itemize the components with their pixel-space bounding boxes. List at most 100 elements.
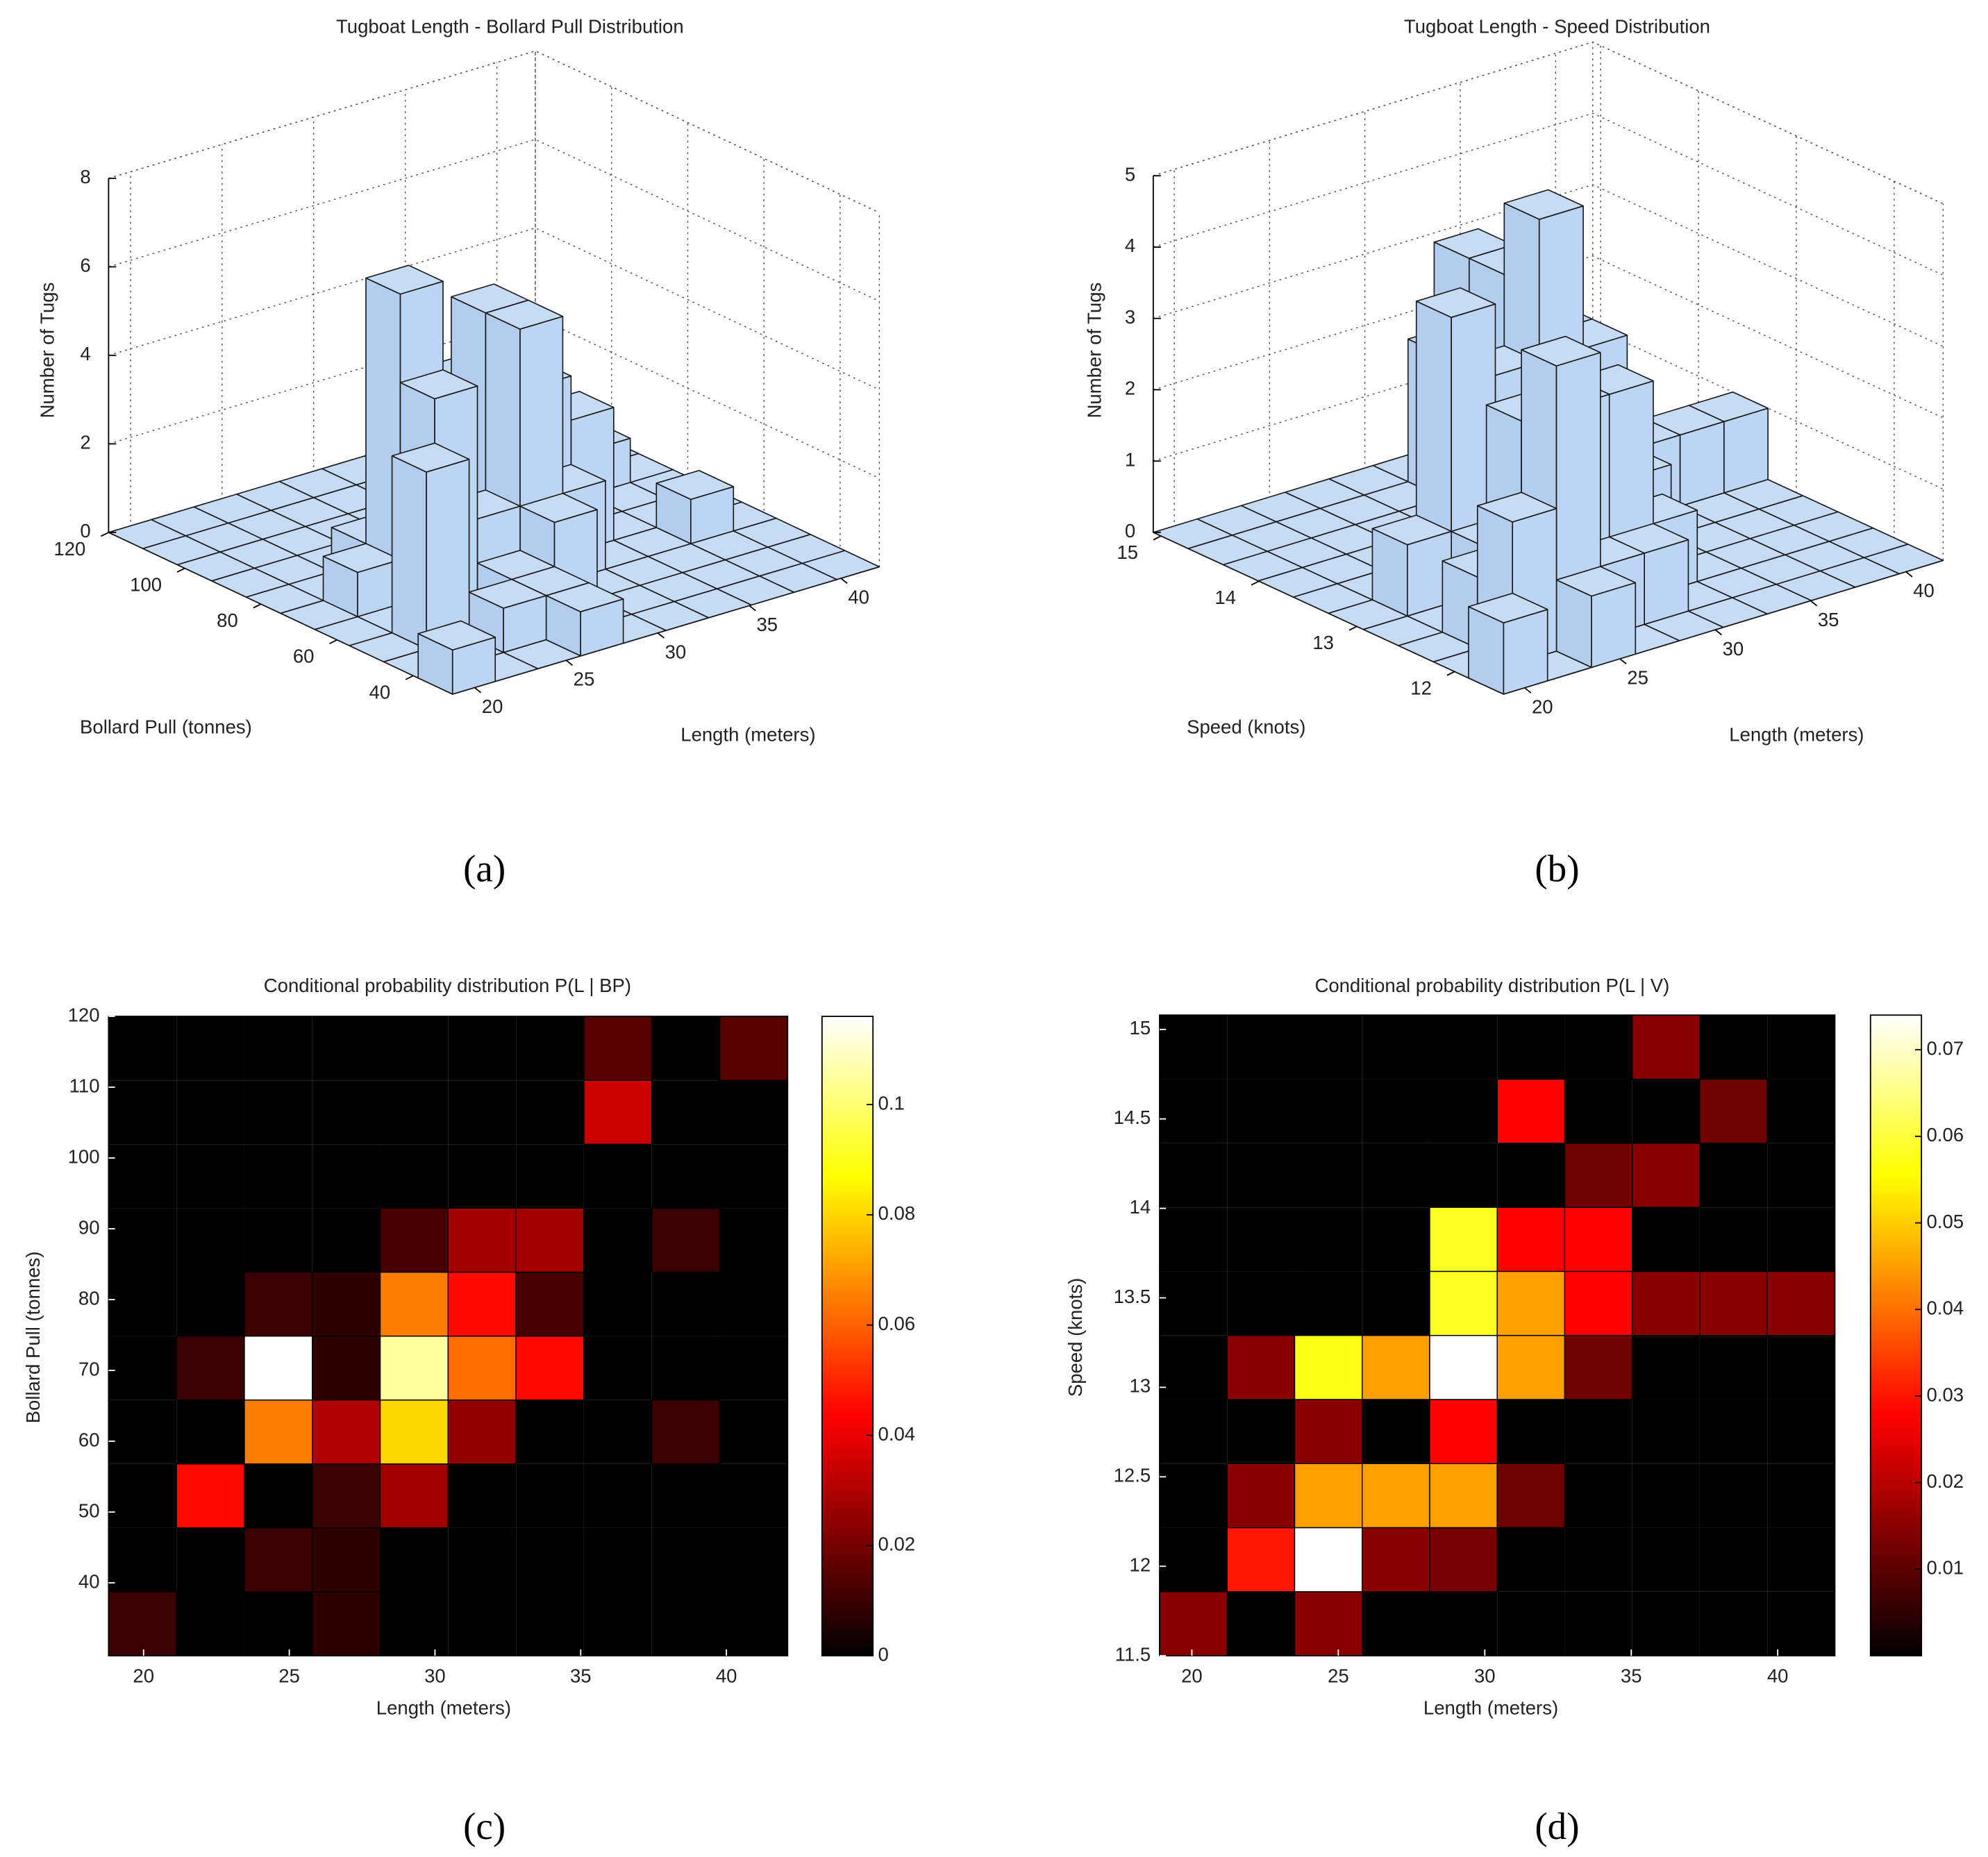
heat-cell [244,1144,312,1209]
y-tick [405,675,414,680]
colorbar-tick-label: 0.04 [878,1423,916,1445]
heat-cell [1226,1334,1296,1400]
y-tick-label: 15 [1130,1017,1151,1039]
heat-cell [379,1463,449,1529]
heat-cell [1564,1207,1633,1272]
heat-cell [244,1463,312,1528]
heat-cell [1496,1463,1566,1529]
heat-cell [1631,1143,1701,1208]
heat-cell [448,1016,517,1081]
x-tick [1619,658,1627,664]
heat-cell [448,1144,517,1209]
grid-line [1153,255,1944,419]
heat-cell [651,1207,721,1273]
heat-cell [1429,1399,1498,1464]
y-tick [1153,535,1162,541]
x-tick [1714,629,1722,636]
y-tick-label: 13.5 [1114,1286,1151,1307]
z-axis-label: Number of Tugs [1084,283,1105,419]
x-tick-label: 25 [574,669,595,690]
y-tick-label: 12 [1410,677,1432,698]
heat-cell [719,1144,788,1209]
heat-cell [1497,1527,1565,1592]
heat-cell [244,1208,312,1272]
chart-title: Tugboat Length - Speed Distribution [1404,16,1710,37]
bar-top [485,299,564,330]
bar-top [468,578,547,609]
chart-title: Tugboat Length - Bollard Pull Distributi… [336,16,684,37]
heat-cell [1362,1399,1430,1464]
heat-cell [516,1592,584,1656]
bar-top [1476,491,1557,523]
heat-cell [583,1336,652,1400]
x-tick-label: 20 [1181,1665,1203,1687]
z-tick-label: 6 [80,255,90,276]
heat-cell [1160,1015,1228,1079]
heat-cell [1564,1399,1632,1464]
x-tick-label: 35 [756,614,778,635]
heat-cell [108,1400,177,1464]
grid-line [108,139,880,302]
heat-cell [1767,1143,1835,1208]
heat-cell [1429,1207,1498,1272]
heat-cell [583,1463,652,1528]
bar-top [417,620,496,651]
x-tick-label: 30 [1723,638,1744,659]
bar-top [1521,335,1601,367]
heat-cell [1294,1334,1363,1400]
heat-cell [1294,1079,1362,1143]
x-axis-label: Length (meters) [680,724,815,746]
heat-cell [719,1592,788,1656]
y-tick-label: 40 [78,1570,100,1592]
heat-cell [1632,1463,1700,1528]
heat-cell [1227,1015,1295,1079]
y-tick-label: 14 [1214,587,1236,608]
heat-cell [1429,1334,1498,1400]
heat-cell [1226,1463,1296,1529]
y-tick-label: 120 [68,1004,100,1025]
y-tick-label: 120 [53,538,85,560]
heat-cell [379,1271,449,1337]
chart-title: Conditional probability distribution P(L… [264,975,631,996]
heat-cell [1227,1399,1295,1464]
heat-cell [176,1592,244,1656]
y-tick-label: 12 [1130,1554,1151,1575]
heat-cell [1361,1527,1430,1593]
x-tick-label: 40 [1767,1665,1789,1687]
z-tick-label: 4 [1125,235,1135,256]
heat-cell [1767,1335,1835,1400]
heat-cell [651,1016,720,1081]
y-tick-label: 70 [78,1358,100,1379]
z-tick-label: 1 [1125,448,1135,470]
heat-cell [719,1208,788,1272]
heat-cell [516,1016,584,1081]
heat-cell [176,1463,245,1529]
heat-cell [108,1591,177,1656]
heat-cell [1497,1143,1565,1208]
heat-cell [1497,1399,1565,1464]
colorbar-tick-label: 0.02 [1927,1470,1964,1492]
heat-cell [108,1272,177,1336]
heat-cell [1699,1207,1768,1272]
heat-cell [312,1527,381,1593]
heat-cell [583,1592,652,1656]
x-tick [474,687,482,694]
heat-cell [176,1144,244,1209]
heat-cell [380,1144,449,1209]
x-axis-label: Length (meters) [1729,724,1864,746]
heat-cell [1632,1591,1700,1656]
bar-front [1679,421,1725,507]
heat-cell [1429,1015,1498,1079]
heat-cell [515,1335,585,1401]
heat-cell [176,1272,244,1336]
heat-cell [312,1463,381,1529]
caption: (b) [1535,847,1579,889]
z-tick-label: 8 [80,166,90,187]
x-tick-label: 25 [278,1665,300,1687]
y-tick-label: 100 [130,573,162,595]
y-tick-label: 80 [78,1287,100,1309]
heat-cell [516,1144,584,1209]
heat-cell [312,1399,381,1465]
y-tick-label: 13 [1130,1375,1151,1397]
heat-cell [1767,1015,1835,1079]
